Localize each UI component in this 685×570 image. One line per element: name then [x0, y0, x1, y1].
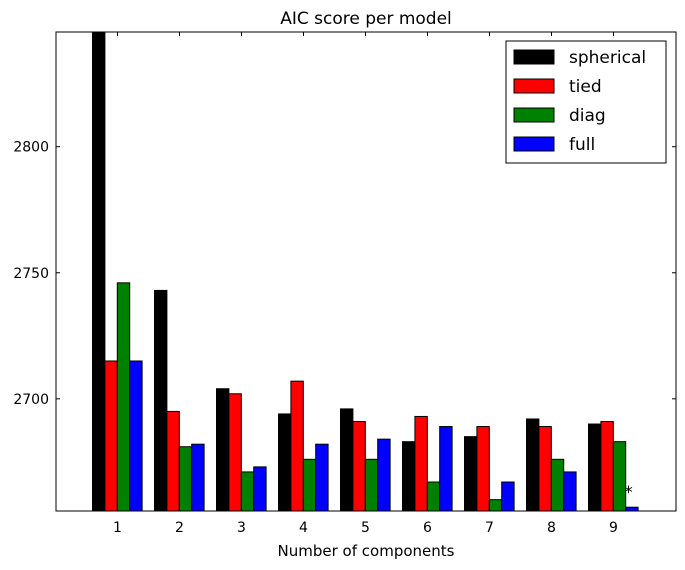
- legend-swatch-tied: [513, 78, 555, 94]
- x-tick-label: 9: [609, 520, 618, 536]
- best-model-marker: *: [624, 483, 633, 503]
- bar-full-5: [377, 438, 391, 512]
- bar-diag-5: [364, 458, 379, 512]
- bar-spherical-2: [154, 289, 168, 512]
- bar-tied-7: [476, 426, 490, 512]
- bar-tied-1: [104, 360, 118, 512]
- legend-swatch-spherical: [513, 49, 555, 65]
- bar-diag-8: [550, 458, 565, 512]
- x-axis-label: Number of components: [278, 542, 455, 560]
- legend-swatch-full: [513, 136, 555, 152]
- bar-full-8: [563, 471, 577, 512]
- bar-tied-6: [414, 415, 428, 512]
- bar-tied-9: [600, 421, 614, 512]
- legend-label-full: full: [569, 135, 595, 155]
- bar-full-4: [315, 443, 329, 512]
- bar-full-9: [625, 506, 639, 512]
- bar-full-6: [439, 426, 453, 512]
- bar-tied-2: [166, 410, 180, 512]
- legend: spherical tied diag full: [505, 40, 667, 164]
- bar-tied-3: [228, 393, 242, 512]
- legend-label-spherical: spherical: [569, 48, 646, 68]
- y-tick-label: 2700: [13, 392, 49, 408]
- bar-diag-7: [488, 499, 503, 512]
- bar-spherical-9: [588, 423, 602, 512]
- bar-spherical-6: [402, 441, 416, 512]
- chart-title: AIC score per model: [280, 9, 452, 29]
- x-tick-label: 6: [423, 520, 432, 536]
- legend-label-tied: tied: [569, 77, 602, 97]
- bar-spherical-3: [216, 388, 230, 512]
- bar-full-2: [191, 443, 205, 512]
- x-tick-label: 5: [361, 520, 370, 536]
- bar-diag-2: [178, 446, 193, 512]
- y-tick-label: 2800: [13, 140, 49, 156]
- x-tick-label: 7: [485, 520, 494, 536]
- x-ticks-group: 1 2 3 4 5 6 7 8 9: [113, 32, 618, 536]
- bar-diag-4: [302, 458, 317, 512]
- x-tick-label: 2: [175, 520, 184, 536]
- bars-group: [92, 31, 639, 512]
- annotations-group: *: [624, 483, 633, 503]
- bar-spherical-7: [464, 436, 478, 512]
- bar-diag-1: [116, 282, 131, 512]
- bar-tied-4: [290, 380, 304, 512]
- legend-swatch-diag: [513, 107, 555, 123]
- bar-spherical-8: [526, 418, 540, 512]
- bar-tied-8: [538, 426, 552, 512]
- bar-full-3: [253, 466, 267, 512]
- bar-spherical-4: [278, 413, 292, 512]
- x-tick-label: 4: [299, 520, 308, 536]
- bar-full-7: [501, 481, 515, 512]
- legend-label-diag: diag: [569, 106, 606, 126]
- y-tick-label: 2750: [13, 266, 49, 282]
- bar-diag-6: [426, 481, 441, 512]
- x-tick-label: 8: [547, 520, 556, 536]
- y-ticks-group: 2700 2750 2800: [13, 140, 676, 408]
- x-tick-label: 1: [113, 520, 122, 536]
- bar-full-1: [129, 360, 143, 512]
- bar-spherical-5: [340, 408, 354, 512]
- bar-diag-3: [240, 471, 255, 512]
- x-tick-label: 3: [237, 520, 246, 536]
- bar-tied-5: [352, 421, 366, 512]
- bar-spherical-1: [92, 31, 106, 512]
